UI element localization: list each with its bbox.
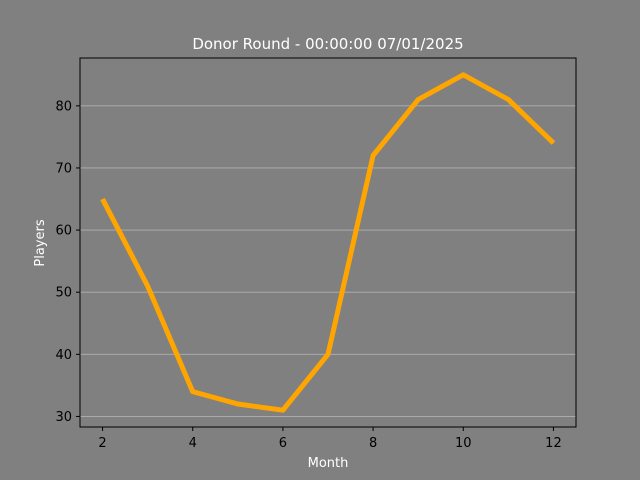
x-tick-label: 8 xyxy=(369,436,377,451)
y-tick-label: 50 xyxy=(55,286,72,301)
x-axis-label: Month xyxy=(308,456,349,471)
y-axis-label: Players xyxy=(33,219,48,266)
y-tick-label: 40 xyxy=(55,348,72,363)
y-tick-label: 70 xyxy=(55,161,72,176)
y-tick-label: 30 xyxy=(55,410,72,425)
chart-title: Donor Round - 00:00:00 07/01/2025 xyxy=(192,35,463,53)
x-tick-label: 12 xyxy=(545,436,562,451)
series-group xyxy=(100,72,556,413)
y-tick-label: 80 xyxy=(55,99,72,114)
y-axis: 30 40 50 60 70 80 xyxy=(55,99,80,425)
grid-lines xyxy=(80,105,576,417)
x-tick-label: 4 xyxy=(189,436,197,451)
x-axis: 2 4 6 8 10 12 xyxy=(98,427,562,451)
series-line xyxy=(100,72,556,413)
x-tick-label: 2 xyxy=(98,436,106,451)
y-tick-label: 60 xyxy=(55,224,72,239)
x-tick-label: 6 xyxy=(279,436,287,451)
plot-frame xyxy=(79,57,577,428)
x-tick-label: 10 xyxy=(455,436,472,451)
